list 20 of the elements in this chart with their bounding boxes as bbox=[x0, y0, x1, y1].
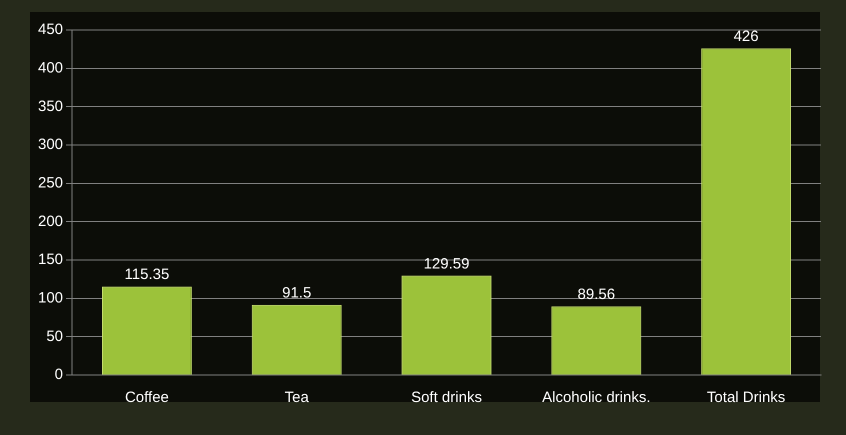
data-label: 129.59 bbox=[424, 255, 470, 272]
x-tick-label: Soft drinks bbox=[411, 389, 482, 406]
y-tick-label: 0 bbox=[54, 366, 64, 384]
x-tick-label: Tea bbox=[284, 389, 310, 406]
y-tick-label: 350 bbox=[38, 98, 64, 115]
y-tick-label: 450 bbox=[38, 21, 64, 38]
y-tick-label: 50 bbox=[46, 328, 64, 345]
y-tick-label: 200 bbox=[38, 212, 64, 230]
x-tick-label: Total Drinks bbox=[706, 389, 786, 406]
x-tick-label: Coffee bbox=[124, 389, 169, 406]
y-tick-label: 400 bbox=[38, 59, 64, 76]
data-label: 89.56 bbox=[578, 286, 616, 303]
data-label: 115.35 bbox=[124, 266, 170, 284]
x-tick-label: Alcoholic drinks. bbox=[542, 389, 651, 406]
data-label: 91.5 bbox=[282, 284, 312, 302]
data-label: 426 bbox=[734, 28, 759, 46]
y-tick-label: 300 bbox=[38, 136, 64, 154]
y-tick-label: 150 bbox=[38, 251, 64, 268]
y-tick-label: 250 bbox=[38, 174, 64, 192]
y-tick-label: 100 bbox=[38, 289, 64, 306]
